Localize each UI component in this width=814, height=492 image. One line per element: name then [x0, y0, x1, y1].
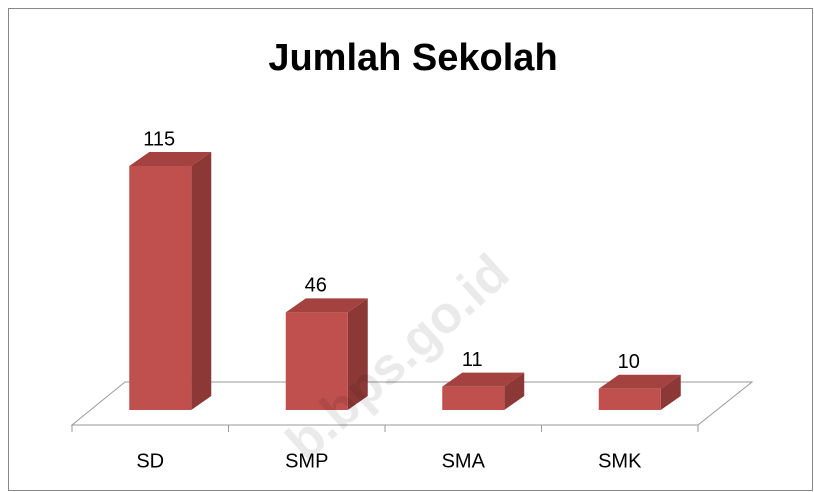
value-label: 46 [305, 275, 327, 297]
chart-border [8, 8, 813, 491]
bar-side [504, 372, 525, 410]
value-label: 10 [618, 351, 640, 373]
chart-title: Jumlah Sekolah [268, 37, 557, 79]
bar-top [442, 372, 525, 387]
bar [129, 166, 192, 410]
bar-side [660, 374, 681, 410]
bar-top [285, 298, 368, 313]
bar [442, 386, 505, 410]
bar-top [598, 374, 681, 389]
bar-top [129, 152, 212, 166]
value-label: 115 [143, 128, 175, 150]
floor [70, 381, 754, 426]
x-tick-label: SMP [285, 450, 328, 472]
bar-side [347, 298, 368, 410]
x-tick-label: SD [136, 450, 164, 472]
bar-side [191, 152, 212, 410]
x-tick-label: SMA [442, 450, 486, 472]
x-tick-label: SMK [598, 450, 642, 472]
bar [598, 388, 661, 410]
bar [285, 312, 348, 410]
value-label: 11 [462, 349, 483, 371]
